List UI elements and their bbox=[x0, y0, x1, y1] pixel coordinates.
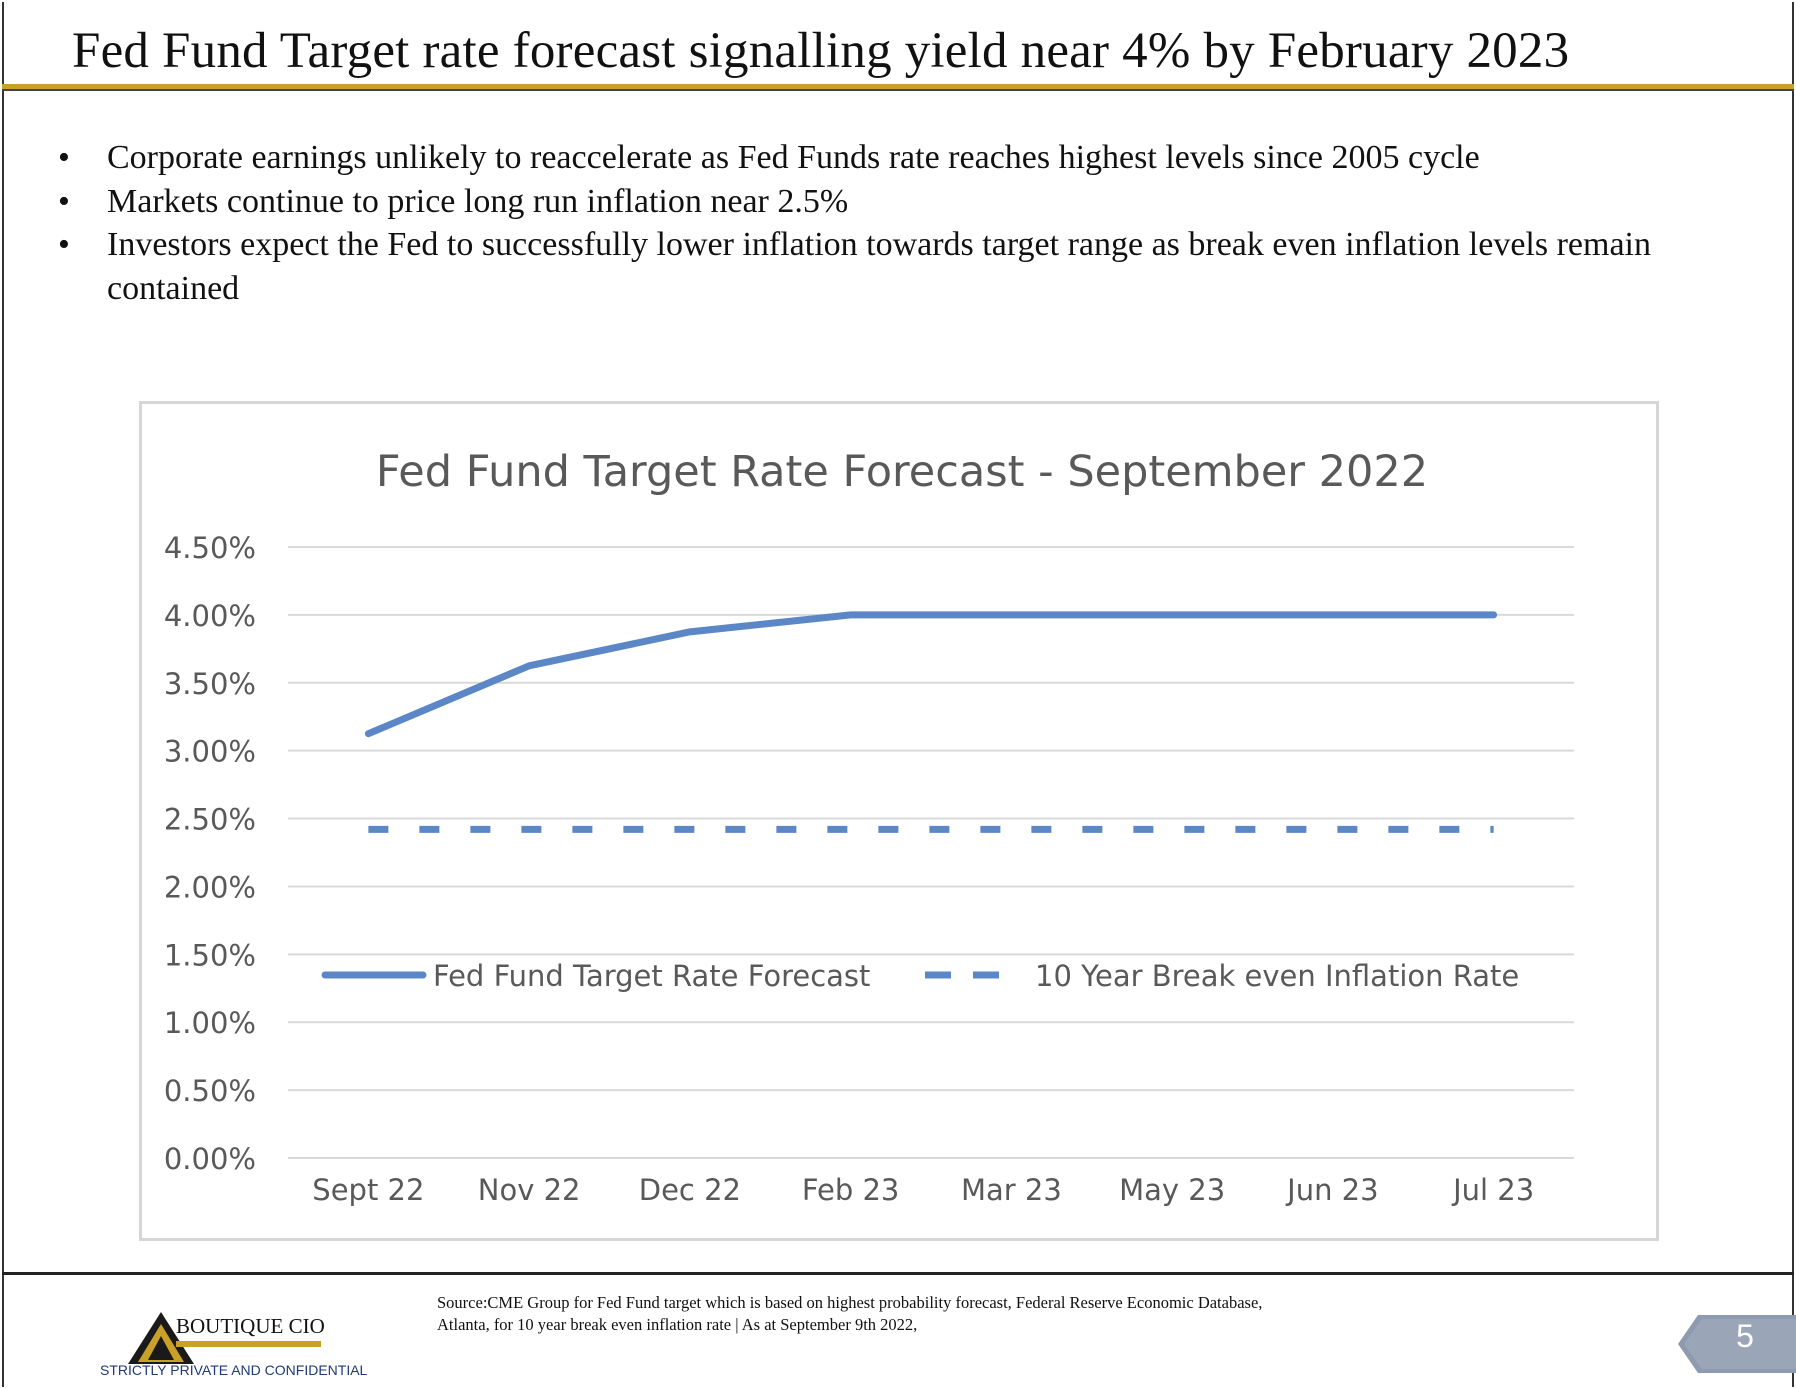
y-tick-label: 2.50% bbox=[164, 803, 256, 837]
y-tick-label: 3.50% bbox=[164, 667, 256, 701]
x-tick-label: Jul 23 bbox=[1451, 1173, 1534, 1207]
bullet-dot: • bbox=[58, 182, 70, 220]
y-tick-label: 0.50% bbox=[164, 1074, 256, 1108]
line-chart: Fed Fund Target Rate Forecast - Septembe… bbox=[164, 447, 1574, 1207]
footer-divider bbox=[2, 1272, 1794, 1275]
x-tick-label: Jun 23 bbox=[1285, 1173, 1378, 1207]
bullet-text-continued: contained bbox=[107, 269, 240, 307]
x-tick-label: Sept 22 bbox=[312, 1173, 424, 1207]
series-line-fed-fund bbox=[364, 611, 1498, 738]
x-tick-label: Dec 22 bbox=[639, 1173, 741, 1207]
logo-tagline-bar bbox=[176, 1341, 321, 1347]
bullet-text: Investors expect the Fed to successfully… bbox=[107, 226, 1651, 263]
y-tick-label: 1.50% bbox=[164, 938, 256, 972]
x-tick-label: Feb 23 bbox=[802, 1173, 899, 1207]
x-tick-label: Mar 23 bbox=[961, 1173, 1062, 1207]
y-tick-label: 2.00% bbox=[164, 870, 256, 904]
mountain-triangle-icon bbox=[128, 1312, 194, 1364]
y-tick-label: 3.00% bbox=[164, 735, 256, 769]
company-logo: BOUTIQUE CIO STRICTLY PRIVATE AND CONFID… bbox=[100, 1302, 370, 1382]
source-line: Atlanta, for 10 year break even inflatio… bbox=[437, 1315, 918, 1334]
chart-title: Fed Fund Target Rate Forecast - Septembe… bbox=[376, 447, 1428, 497]
y-tick-label: 4.00% bbox=[164, 599, 256, 633]
bullet-dot: • bbox=[58, 139, 70, 176]
source-note: Source:CME Group for Fed Fund target whi… bbox=[437, 1292, 1377, 1336]
source-line: Source:CME Group for Fed Fund target whi… bbox=[437, 1293, 1263, 1312]
title-underline-gold bbox=[2, 84, 1794, 89]
bullet-list: • Corporate earnings unlikely to reaccel… bbox=[50, 136, 1770, 310]
slide-title: Fed Fund Target rate forecast signalling… bbox=[72, 23, 1570, 79]
bullet-text: Corporate earnings unlikely to reacceler… bbox=[107, 139, 1480, 176]
chart-panel: Fed Fund Target Rate Forecast - Septembe… bbox=[139, 401, 1659, 1241]
bullet-dot: • bbox=[58, 226, 70, 263]
bullet-item: • Corporate earnings unlikely to reaccel… bbox=[50, 136, 1770, 180]
confidential-label: STRICTLY PRIVATE AND CONFIDENTIAL bbox=[100, 1362, 368, 1378]
bullet-text: Markets continue to price long run infla… bbox=[107, 182, 849, 220]
bullet-item: • Investors expect the Fed to successful… bbox=[50, 223, 1770, 310]
x-tick-label: May 23 bbox=[1119, 1173, 1225, 1207]
logo-name: BOUTIQUE CIO bbox=[176, 1314, 325, 1338]
legend-label: Fed Fund Target Rate Forecast bbox=[433, 959, 870, 993]
y-tick-label: 1.00% bbox=[164, 1006, 256, 1040]
page-number: 5 bbox=[1736, 1318, 1754, 1354]
y-tick-label: 4.50% bbox=[164, 531, 256, 565]
page-badge bbox=[1678, 1315, 1796, 1373]
y-tick-label: 0.00% bbox=[164, 1142, 256, 1176]
title-underline-dark bbox=[2, 89, 1794, 91]
x-tick-label: Nov 22 bbox=[478, 1173, 581, 1207]
legend-label: 10 Year Break even Inflation Rate bbox=[1035, 959, 1519, 993]
bullet-item: • Markets continue to price long run inf… bbox=[50, 180, 1770, 224]
